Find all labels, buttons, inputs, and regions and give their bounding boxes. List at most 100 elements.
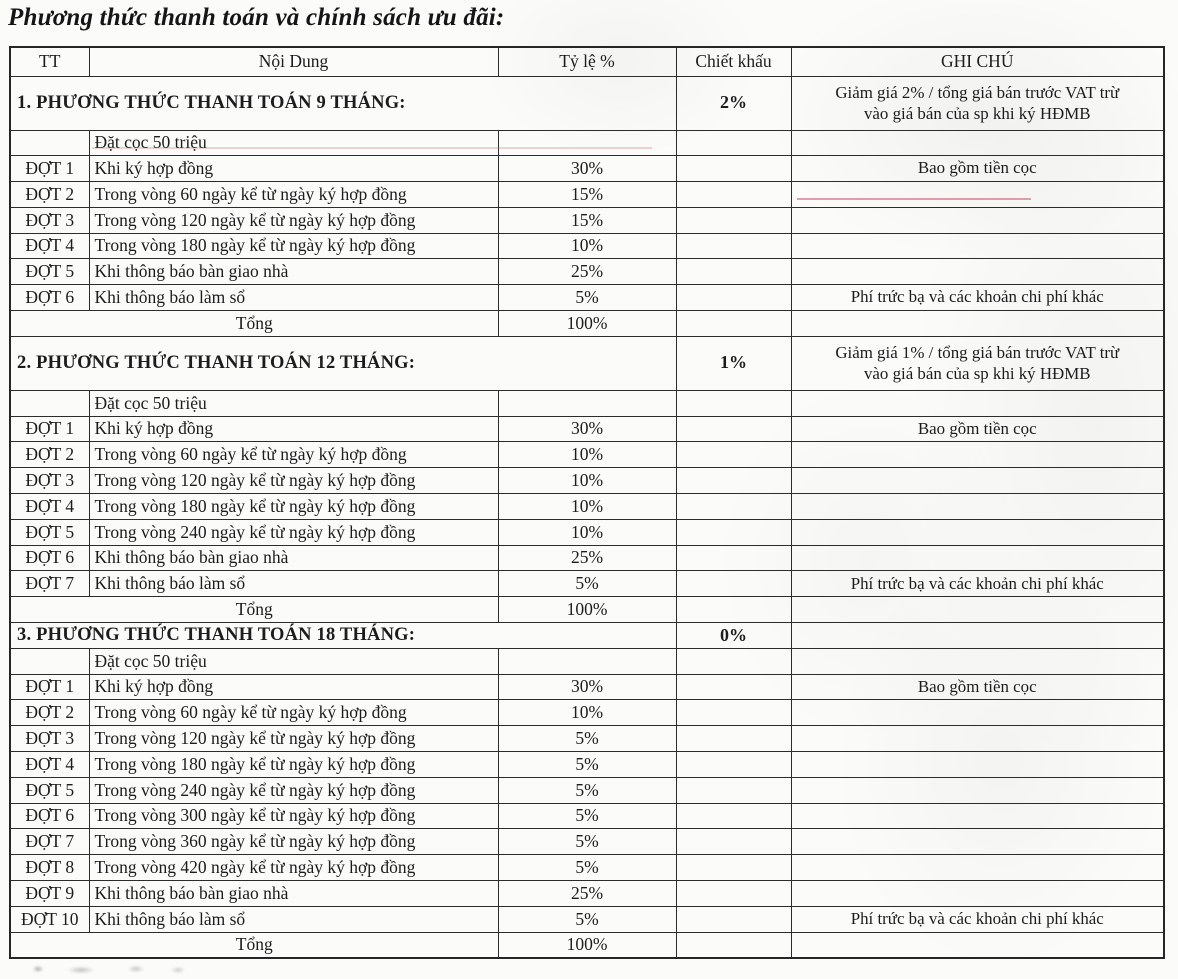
row-content: Khi thông báo bàn giao nhà [88,258,499,286]
row-content: Trong vòng 300 ngày kể từ ngày ký hợp đồ… [88,802,499,830]
row-discount [675,415,792,443]
row-tt: ĐỢT 4 [9,493,90,520]
row-content: Trong vòng 180 ngày kể từ ngày ký hợp đồ… [88,493,499,520]
row-note [790,206,1165,234]
total-rate: 100% [497,931,677,959]
row-tt: ĐỢT 9 [9,880,90,907]
section-heading: 2. PHƯƠNG THỨC THANH TOÁN 12 THÁNG: [9,335,677,391]
row-discount [675,284,792,312]
row-content: Trong vòng 420 ngày kể từ ngày ký hợp đồ… [88,854,499,882]
row-tt: ĐỢT 6 [9,544,90,572]
row-tt: ĐỢT 3 [9,467,90,495]
row-note [790,776,1165,804]
section-heading-note [790,622,1165,649]
row-rate: 5% [497,284,677,312]
row-rate: 5% [497,854,677,882]
row-rate: 10% [497,441,677,469]
section-heading-note-text: Giảm giá 2% / tổng giá bán trước VAT trừ… [835,82,1120,123]
column-header-ghi-chu: GHI CHÚ [790,46,1165,77]
table-row: ĐỢT 5 Khi thông báo bàn giao nhà 25% [9,258,1165,286]
section-heading-note: Giảm giá 1% / tổng giá bán trước VAT trừ… [790,335,1165,391]
row-content: Trong vòng 120 ngày kể từ ngày ký hợp đồ… [88,725,499,753]
row-content: Trong vòng 120 ngày kể từ ngày ký hợp đồ… [88,206,499,234]
row-rate: 10% [497,699,677,727]
row-content: Trong vòng 180 ngày kể từ ngày ký hợp đồ… [88,751,499,778]
column-header-ty-le: Tỷ lệ % [497,46,677,77]
table-row: ĐỢT 6 Khi thông báo làm sổ 5% Phí trức bạ v… [9,284,1165,312]
row-note: Phí trức bạ và các khoản chi phí khác [790,905,1165,933]
row-discount [675,673,792,701]
row-tt [9,129,90,157]
row-discount [675,155,792,183]
row-note [790,181,1165,208]
table-row: ĐỢT 4 Trong vòng 180 ngày kể từ ngày ký h… [9,493,1165,520]
table-row: ĐỢT 4 Trong vòng 180 ngày kể từ ngày ký h… [9,751,1165,778]
row-discount [675,467,792,495]
table-row: ĐỢT 1 Khi ký hợp đồng 30% Bao gồm tiền cọc [9,155,1165,183]
row-rate: 5% [497,725,677,753]
row-tt: ĐỢT 7 [9,828,90,856]
cutoff-text-artifact [26,963,206,976]
row-content: Trong vòng 60 ngày kể từ ngày ký hợp đồn… [88,699,499,727]
row-note [790,854,1165,882]
row-note [790,880,1165,907]
row-tt: ĐỢT 2 [9,699,90,727]
row-tt: ĐỢT 3 [9,206,90,234]
row-tt: ĐỢT 3 [9,725,90,753]
row-tt: ĐỢT 10 [9,905,90,933]
row-note [790,802,1165,830]
table-row: ĐỢT 7 Khi thông báo làm sổ 5% Phí trức bạ v… [9,570,1165,598]
row-tt: ĐỢT 2 [9,181,90,208]
row-content: Trong vòng 360 ngày kể từ ngày ký hợp đồ… [88,828,499,856]
row-discount [675,518,792,546]
payment-schedule-table: TT Nội Dung Tỷ lệ % Chiết khấu GHI CHÚ 1… [9,46,1165,959]
row-rate: 5% [497,828,677,856]
row-tt: ĐỢT 5 [9,518,90,546]
table-row: Đặt cọc 50 triệu [9,389,1165,417]
row-discount [675,880,792,907]
row-note [790,129,1165,157]
row-discount [675,544,792,572]
section-discount-value: 1% [675,335,792,391]
row-note [790,258,1165,286]
row-discount [675,828,792,856]
row-note [790,493,1165,520]
section-heading: 3. PHƯƠNG THỨC THANH TOÁN 18 THÁNG: [9,622,677,649]
table-row: ĐỢT 2 Trong vòng 60 ngày kể từ ngày ký hợ… [9,181,1165,208]
row-note [790,751,1165,778]
row-rate: 15% [497,181,677,208]
row-discount [675,570,792,598]
total-discount [675,596,792,624]
section-1-heading-row: 1. PHƯƠNG THỨC THANH TOÁN 9 THÁNG: 2% Giảm… [9,75,1165,131]
total-rate: 100% [497,596,677,624]
row-discount [675,751,792,778]
row-rate: 10% [497,518,677,546]
row-content: Khi thông báo làm sổ [88,284,499,312]
total-note [790,931,1165,959]
row-tt: ĐỢT 4 [9,232,90,260]
section-3-heading-row: 3. PHƯƠNG THỨC THANH TOÁN 18 THÁNG: 0% [9,622,1165,649]
row-discount [675,905,792,933]
row-rate: 30% [497,415,677,443]
row-content: Trong vòng 120 ngày kể từ ngày ký hợp đồ… [88,467,499,495]
table-row: ĐỢT 3 Trong vòng 120 ngày kể từ ngày ký h… [9,725,1165,753]
row-tt: ĐỢT 6 [9,802,90,830]
row-rate [497,389,677,417]
table-row: ĐỢT 6 Trong vòng 300 ngày kể từ ngày ký h… [9,802,1165,830]
row-note [790,232,1165,260]
row-rate: 5% [497,802,677,830]
row-discount [675,389,792,417]
row-content: Khi ký hợp đồng [88,155,499,183]
row-rate: 5% [497,776,677,804]
table-row: Đặt cọc 50 triệu [9,647,1165,675]
row-tt: ĐỢT 7 [9,570,90,598]
row-note [790,647,1165,675]
table-row: ĐỢT 2 Trong vòng 60 ngày kể từ ngày ký hợ… [9,441,1165,469]
table-row: ĐỢT 1 Khi ký hợp đồng 30% Bao gồm tiền cọc [9,673,1165,701]
row-note [790,725,1165,753]
row-tt: ĐỢT 8 [9,854,90,882]
row-note [790,467,1165,495]
row-content: Khi thông báo làm sổ [88,905,499,933]
row-discount [675,181,792,208]
row-note: Bao gồm tiền cọc [790,415,1165,443]
